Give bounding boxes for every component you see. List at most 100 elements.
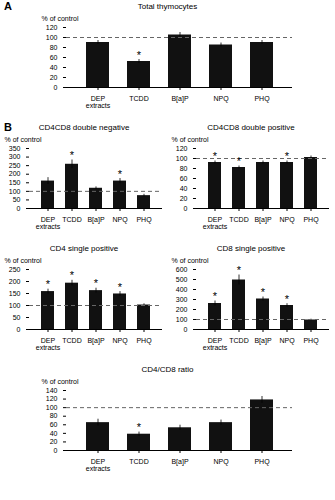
svg-text:120: 120	[175, 145, 187, 152]
svg-text:*: *	[284, 293, 289, 305]
svg-text:PHQ: PHQ	[136, 216, 152, 224]
svg-text:*: *	[212, 150, 217, 162]
svg-text:PHQ: PHQ	[254, 95, 270, 103]
svg-text:250: 250	[8, 162, 20, 169]
svg-text:120: 120	[45, 395, 57, 402]
svg-text:% of control: % of control	[41, 378, 78, 385]
html-text:CD4CD8 double negative: CD4CD8 double negative	[38, 123, 130, 132]
svg-text:*: *	[236, 264, 241, 276]
svg-text:80: 80	[179, 165, 187, 172]
svg-text:B[a]P: B[a]P	[87, 337, 104, 345]
svg-text:50: 50	[12, 314, 20, 321]
svg-text:40: 40	[49, 430, 57, 437]
html-text:CD8 single positive: CD8 single positive	[216, 244, 286, 253]
html-text:CD4 single positive: CD4 single positive	[49, 244, 119, 253]
svg-text:*: *	[45, 278, 50, 290]
svg-text:B[a]P: B[a]P	[87, 216, 104, 224]
svg-text:100: 100	[45, 34, 57, 41]
html-text:CD4CD8 double positive: CD4CD8 double positive	[207, 123, 295, 132]
svg-text:0: 0	[183, 326, 187, 333]
svg-text:80: 80	[49, 44, 57, 51]
html-text:CD4/CD8 ratio: CD4/CD8 ratio	[141, 365, 194, 374]
svg-text:350: 350	[8, 145, 20, 152]
svg-text:500: 500	[175, 276, 187, 283]
svg-text:100: 100	[175, 316, 187, 323]
svg-text:DEPextracts: DEPextracts	[85, 95, 110, 109]
svg-text:*: *	[117, 281, 122, 293]
svg-text:100: 100	[8, 188, 20, 195]
svg-text:200: 200	[8, 278, 20, 285]
svg-text:600: 600	[175, 266, 187, 273]
svg-text:20: 20	[179, 195, 187, 202]
svg-text:40: 40	[49, 64, 57, 71]
svg-text:*: *	[69, 149, 74, 161]
svg-text:NPQ: NPQ	[112, 216, 128, 224]
svg-text:% of control: % of control	[4, 136, 41, 143]
svg-text:100: 100	[8, 302, 20, 309]
svg-text:0: 0	[183, 205, 187, 212]
svg-text:60: 60	[49, 421, 57, 428]
svg-text:300: 300	[175, 296, 187, 303]
svg-text:*: *	[93, 277, 98, 289]
svg-text:150: 150	[8, 290, 20, 297]
svg-text:NPQ: NPQ	[112, 337, 128, 345]
svg-text:0: 0	[16, 326, 20, 333]
svg-text:PHQ: PHQ	[136, 337, 152, 345]
svg-text:50: 50	[12, 196, 20, 203]
svg-text:100: 100	[45, 404, 57, 411]
svg-text:150: 150	[8, 179, 20, 186]
svg-text:% of control: % of control	[41, 15, 78, 22]
svg-text:DEPextracts: DEPextracts	[35, 216, 60, 230]
svg-text:TCDD: TCDD	[229, 216, 248, 223]
svg-text:400: 400	[175, 286, 187, 293]
html-text:Total thymocytes: Total thymocytes	[137, 2, 198, 11]
svg-text:NPQ: NPQ	[213, 458, 229, 466]
svg-text:20: 20	[49, 74, 57, 81]
svg-text:DEPextracts: DEPextracts	[202, 216, 227, 230]
svg-text:*: *	[136, 49, 141, 61]
svg-text:TCDD: TCDD	[229, 337, 248, 344]
svg-text:PHQ: PHQ	[254, 458, 270, 466]
svg-text:NPQ: NPQ	[213, 95, 229, 103]
svg-text:NPQ: NPQ	[279, 216, 295, 224]
svg-text:100: 100	[175, 155, 187, 162]
svg-text:PHQ: PHQ	[303, 216, 319, 224]
svg-text:*: *	[117, 168, 122, 180]
svg-text:250: 250	[8, 266, 20, 273]
svg-text:20: 20	[49, 438, 57, 445]
svg-text:0: 0	[16, 205, 20, 212]
svg-text:200: 200	[8, 170, 20, 177]
svg-text:*: *	[260, 286, 265, 298]
svg-text:80: 80	[49, 412, 57, 419]
svg-text:B[a]P: B[a]P	[254, 337, 271, 345]
svg-text:*: *	[69, 269, 74, 281]
svg-text:B[a]P: B[a]P	[254, 216, 271, 224]
svg-text:140: 140	[45, 387, 57, 394]
svg-text:B[a]P: B[a]P	[171, 458, 188, 466]
svg-text:*: *	[212, 290, 217, 302]
svg-text:*: *	[136, 421, 141, 433]
svg-text:% of control: % of control	[171, 257, 208, 264]
svg-text:120: 120	[45, 24, 57, 31]
svg-text:60: 60	[179, 175, 187, 182]
svg-text:200: 200	[175, 306, 187, 313]
svg-text:0: 0	[53, 447, 57, 454]
svg-text:% of control: % of control	[171, 136, 208, 143]
svg-text:300: 300	[8, 153, 20, 160]
svg-text:PHQ: PHQ	[303, 337, 319, 345]
svg-text:60: 60	[49, 54, 57, 61]
svg-text:DEPextracts: DEPextracts	[85, 458, 110, 472]
svg-text:B[a]P: B[a]P	[171, 95, 188, 103]
svg-text:40: 40	[179, 185, 187, 192]
svg-text:*: *	[284, 150, 289, 162]
svg-text:TCDD: TCDD	[129, 95, 148, 102]
svg-text:DEPextracts: DEPextracts	[202, 337, 227, 351]
svg-text:0: 0	[53, 84, 57, 91]
svg-text:% of control: % of control	[4, 257, 41, 264]
svg-text:TCDD: TCDD	[62, 216, 81, 223]
svg-text:DEPextracts: DEPextracts	[35, 337, 60, 351]
svg-text:NPQ: NPQ	[279, 337, 295, 345]
svg-text:*: *	[236, 155, 241, 167]
svg-text:TCDD: TCDD	[129, 458, 148, 465]
svg-text:TCDD: TCDD	[62, 337, 81, 344]
